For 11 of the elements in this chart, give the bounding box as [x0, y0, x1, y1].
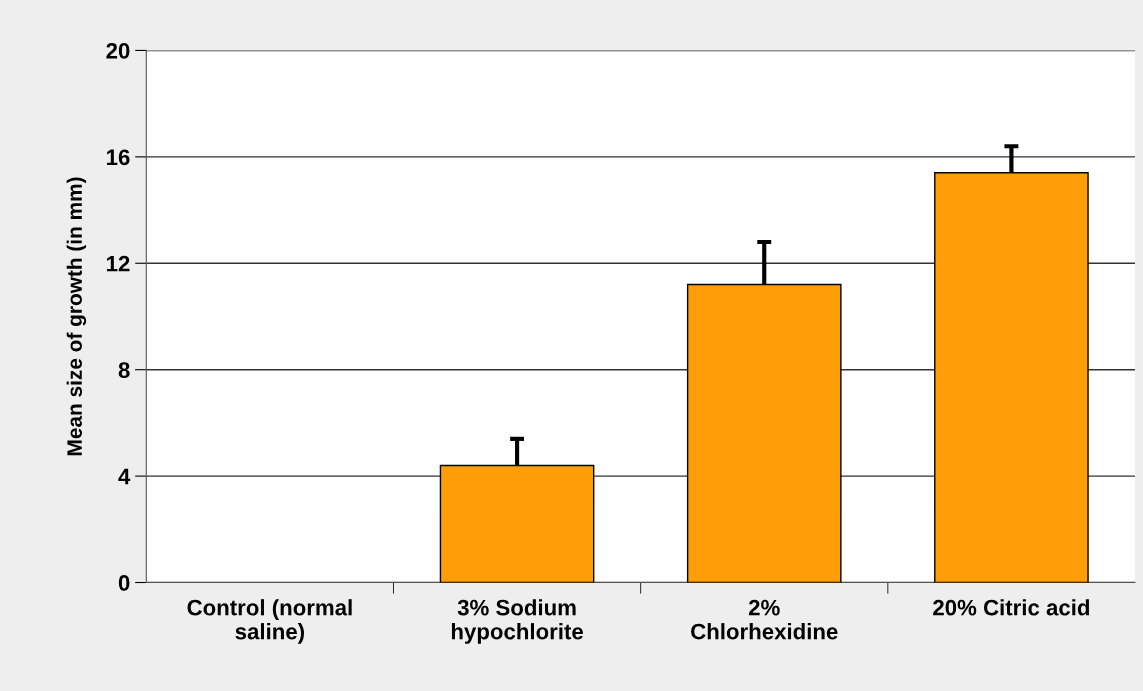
x-tick-label: 20% Citric acid [933, 599, 1089, 616]
y-tick-label: 20 [106, 42, 130, 59]
y-tick-label: 12 [107, 255, 130, 272]
x-tick-label: 3% Sodium hypochlorite [451, 599, 583, 644]
y-axis-title: Mean size of growth (in mm) [66, 177, 87, 456]
y-tick-label: 16 [107, 149, 130, 166]
x-tick-label: Control (normal saline) [187, 599, 352, 644]
y-tick-label: 4 [118, 468, 131, 485]
x-tick-label: 2% Chlorhexidine [691, 599, 838, 640]
y-tick-label: 8 [118, 362, 130, 378]
y-tick-label: 0 [118, 575, 130, 591]
